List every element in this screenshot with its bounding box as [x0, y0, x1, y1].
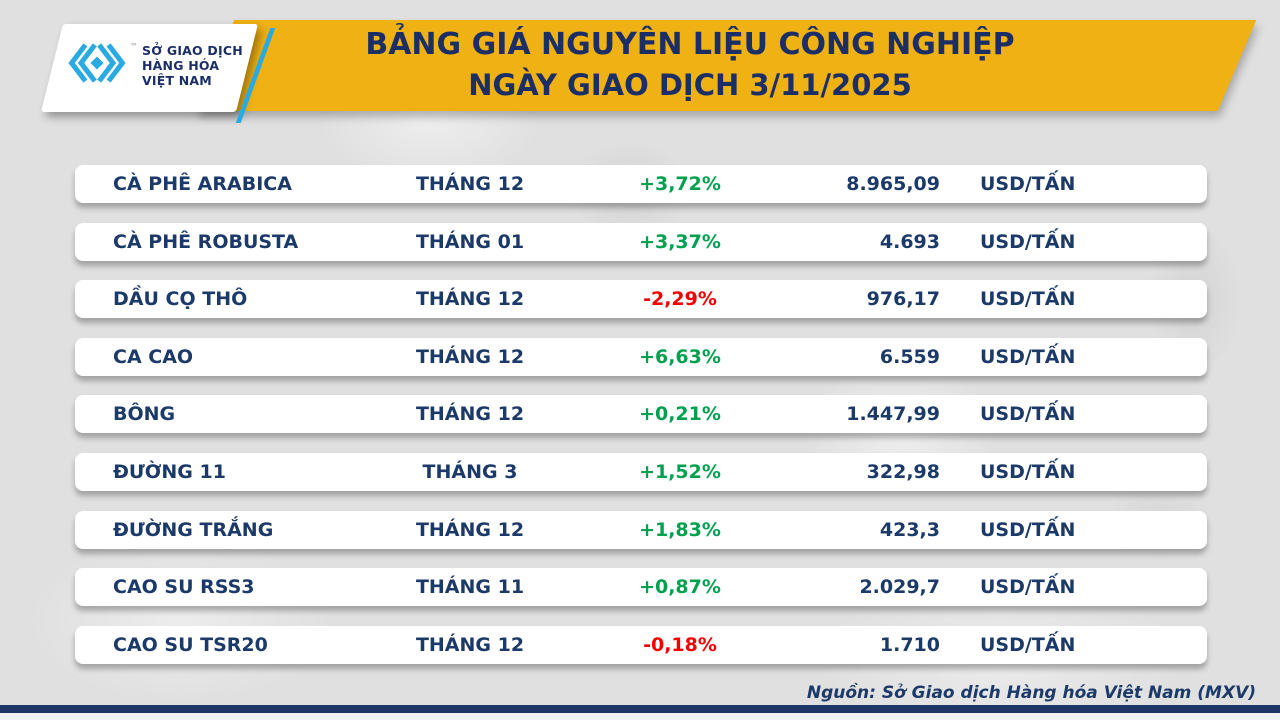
- change-percent: +1,83%: [639, 518, 721, 541]
- contract-month: THÁNG 12: [415, 345, 525, 368]
- change-percent: -2,29%: [643, 288, 717, 311]
- logo-org-name: SỞ GIAO DỊCH HÀNG HÓA VIỆT NAM: [142, 42, 243, 88]
- table-row: DẦU CỌ THÔ THÁNG 12 -2,29% 976,17 USD/TẤ…: [75, 280, 1207, 319]
- mxv-logo: ™ SỞ GIAO DỊCH HÀNG HÓA VIỆT NAM: [68, 40, 243, 90]
- price-value: 1.710: [879, 633, 940, 656]
- source-attribution: Nguồn: Sở Giao dịch Hàng hóa Việt Nam (M…: [806, 683, 1256, 703]
- table-row: CAO SU RSS3 THÁNG 11 +0,87% 2.029,7 USD/…: [75, 568, 1207, 607]
- mxv-logomark-icon: [68, 40, 126, 90]
- bottom-bar: [0, 705, 1280, 713]
- commodity-name: BÔNG: [113, 403, 176, 426]
- price-unit: USD/TẤN: [980, 173, 1076, 195]
- price-value: 4.693: [879, 230, 940, 253]
- price-unit: USD/TẤN: [980, 345, 1076, 368]
- contract-month: THÁNG 3: [422, 460, 518, 483]
- contract-month: THÁNG 12: [415, 403, 525, 426]
- price-value: 2.029,7: [859, 576, 940, 599]
- table-row: CÀ PHÊ ROBUSTA THÁNG 01 +3,37% 4.693 USD…: [75, 222, 1207, 261]
- table-row: ĐƯỜNG 11 THÁNG 3 +1,52% 322,98 USD/TẤN: [75, 452, 1207, 491]
- commodity-name: CA CAO: [113, 345, 194, 368]
- commodity-name: CAO SU RSS3: [113, 576, 255, 599]
- trademark-symbol: ™: [130, 42, 138, 51]
- change-percent: +3,72%: [639, 173, 721, 195]
- contract-month: THÁNG 12: [415, 518, 525, 541]
- contract-month: THÁNG 12: [415, 288, 525, 311]
- price-value: 423,3: [879, 518, 940, 541]
- title-line-1: BẢNG GIÁ NGUYÊN LIỆU CÔNG NGHIỆP: [365, 27, 1015, 62]
- price-value: 6.559: [879, 345, 940, 368]
- commodity-name: ĐƯỜNG TRẮNG: [113, 518, 274, 541]
- change-percent: +1,52%: [639, 460, 721, 483]
- change-percent: -0,18%: [643, 633, 717, 656]
- change-percent: +6,63%: [639, 345, 721, 368]
- title-line-2: NGÀY GIAO DỊCH 3/11/2025: [468, 68, 912, 102]
- table-row: CA CAO THÁNG 12 +6,63% 6.559 USD/TẤN: [75, 337, 1207, 376]
- price-value: 1.447,99: [846, 403, 940, 426]
- commodity-name: CÀ PHÊ ARABICA: [113, 173, 292, 195]
- price-value: 322,98: [866, 460, 940, 483]
- commodity-name: CAO SU TSR20: [113, 633, 268, 656]
- price-value: 976,17: [866, 288, 940, 311]
- price-unit: USD/TẤN: [980, 403, 1076, 426]
- price-value: 8.965,09: [846, 173, 940, 195]
- price-unit: USD/TẤN: [980, 576, 1076, 599]
- commodity-name: DẦU CỌ THÔ: [113, 288, 248, 311]
- contract-month: THÁNG 01: [415, 230, 525, 253]
- price-unit: USD/TẤN: [980, 633, 1076, 656]
- table-row: CAO SU TSR20 THÁNG 12 -0,18% 1.710 USD/T…: [75, 625, 1207, 664]
- contract-month: THÁNG 11: [415, 576, 525, 599]
- commodity-name: ĐƯỜNG 11: [113, 460, 226, 483]
- price-unit: USD/TẤN: [980, 288, 1076, 311]
- change-percent: +3,37%: [639, 230, 721, 253]
- table-row: BÔNG THÁNG 12 +0,21% 1.447,99 USD/TẤN: [75, 395, 1207, 434]
- change-percent: +0,87%: [639, 576, 721, 599]
- price-unit: USD/TẤN: [980, 230, 1076, 253]
- page-title: BẢNG GIÁ NGUYÊN LIỆU CÔNG NGHIỆP NGÀY GI…: [150, 25, 1230, 105]
- change-percent: +0,21%: [639, 403, 721, 426]
- bottom-edge: [0, 713, 1280, 720]
- commodity-name: CÀ PHÊ ROBUSTA: [113, 230, 299, 253]
- price-unit: USD/TẤN: [980, 460, 1076, 483]
- table-row: CÀ PHÊ ARABICA THÁNG 12 +3,72% 8.965,09 …: [75, 165, 1207, 203]
- price-table: CÀ PHÊ ARABICA THÁNG 12 +3,72% 8.965,09 …: [75, 165, 1207, 664]
- contract-month: THÁNG 12: [415, 633, 525, 656]
- table-row: ĐƯỜNG TRẮNG THÁNG 12 +1,83% 423,3 USD/TẤ…: [75, 510, 1207, 549]
- contract-month: THÁNG 12: [415, 173, 525, 195]
- price-unit: USD/TẤN: [980, 518, 1076, 541]
